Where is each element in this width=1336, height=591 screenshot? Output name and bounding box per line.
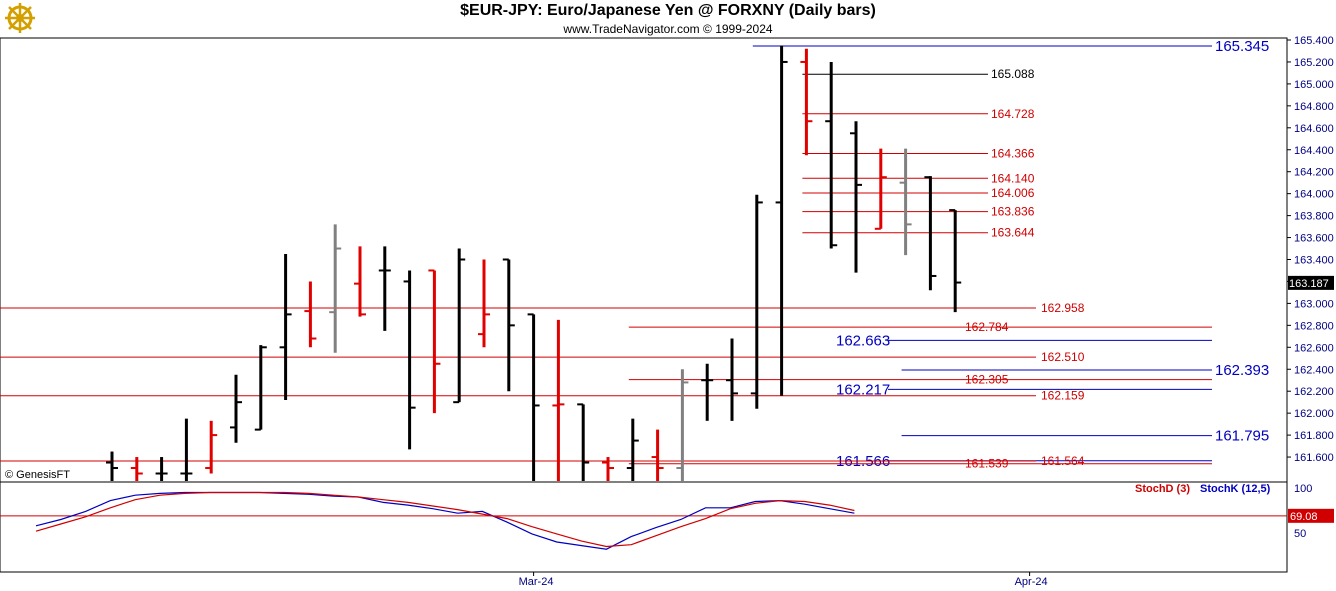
level-label-164.366: 164.366 (991, 146, 1035, 160)
ohlc-bar (403, 270, 416, 450)
ohlc-bar (949, 209, 962, 313)
price-tick-label: 162.000 (1294, 408, 1334, 420)
ohlc-bar (825, 61, 838, 249)
level-label-162.958: 162.958 (1041, 301, 1085, 315)
price-tick-label: 164.400 (1294, 145, 1334, 157)
price-tick-label: 164.000 (1294, 189, 1334, 201)
ohlc-bar (230, 374, 242, 443)
level-label-162.510: 162.510 (1041, 350, 1085, 364)
level-label-165.088: 165.088 (991, 67, 1035, 81)
ohlc-bar (354, 246, 366, 317)
price-tick-label: 163.000 (1294, 298, 1334, 310)
price-tick-label: 163.400 (1294, 255, 1334, 267)
ohlc-bar (329, 224, 342, 353)
ohlc-bar (254, 345, 267, 431)
ohlc-bar (180, 418, 193, 481)
price-plot-area (0, 37, 1288, 483)
level-label-164.006: 164.006 (991, 186, 1035, 200)
ohlc-bar (304, 281, 317, 348)
series-line-stochk (35, 491, 855, 550)
last-price-box (1288, 275, 1334, 290)
osc-last-box (1288, 508, 1334, 523)
time-tick-label: Mar-24 (519, 576, 554, 588)
level-label-165.345: 165.345 (1215, 38, 1269, 55)
price-tick-label: 165.200 (1294, 57, 1334, 69)
ohlc-bar (552, 319, 565, 481)
ohlc-bar (106, 451, 118, 481)
ohlc-bar (155, 457, 168, 481)
ohlc-bar (924, 176, 937, 291)
price-tick-label: 162.600 (1294, 342, 1334, 354)
ohlc-bar (899, 148, 912, 256)
level-label-164.140: 164.140 (991, 171, 1035, 185)
ohlc-bar (502, 258, 515, 392)
ohlc-bar (750, 194, 763, 409)
level-label-161.795: 161.795 (1215, 428, 1269, 445)
chart-title: $EUR-JPY: Euro/Japanese Yen @ FORXNY (Da… (460, 2, 876, 19)
level-label-162.159: 162.159 (1041, 389, 1085, 403)
level-label-163.836: 163.836 (991, 205, 1035, 219)
ohlc-bar (602, 457, 614, 481)
ohlc-bar (577, 403, 590, 481)
ohlc-bar (874, 148, 887, 230)
level-label-162.217: 162.217 (836, 381, 890, 398)
level-label-162.393: 162.393 (1215, 362, 1269, 379)
price-tick-label: 164.600 (1294, 123, 1334, 135)
ohlc-bar (626, 418, 639, 481)
price-tick-label: 161.600 (1294, 452, 1334, 464)
ohlc-bar (205, 420, 218, 474)
level-label-161.564: 161.564 (1041, 454, 1085, 468)
level-label-162.663: 162.663 (836, 332, 890, 349)
ohlc-bar (701, 363, 714, 421)
watermark: © GenesisFT (5, 469, 70, 481)
ohlc-bar (428, 269, 441, 414)
chart-subtitle: www.TradeNavigator.com © 1999-2024 (563, 22, 773, 36)
price-axis: 165.400 165.200 165.000 164.800 164.600 164.4… (1287, 35, 1336, 572)
price-tick-label: 162.400 (1294, 364, 1334, 376)
price-tick-label: 163.600 (1294, 233, 1334, 245)
osc-tick-label: 50 (1294, 528, 1306, 540)
level-label-164.728: 164.728 (991, 107, 1035, 121)
price-tick-label: 165.000 (1294, 79, 1334, 91)
ohlc-bar (726, 338, 738, 421)
price-tick-label: 163.800 (1294, 211, 1334, 223)
ohlc-bar (527, 313, 540, 481)
time-tick-label: Apr-24 (1015, 576, 1048, 588)
ohlc-bar (850, 121, 862, 273)
price-tick-label: 162.200 (1294, 386, 1334, 398)
ohlc-bar (453, 248, 466, 404)
price-tick-label: 164.800 (1294, 101, 1334, 113)
time-axis: Mar-24 Apr-24 (519, 572, 1048, 588)
ohlc-bar (676, 369, 689, 481)
last-price-label: 163.187 (1289, 278, 1329, 290)
level-label-162.784: 162.784 (965, 320, 1009, 334)
legend-stochk: StochK (12,5) (1200, 483, 1271, 495)
level-label-163.644: 163.644 (991, 226, 1035, 240)
ohlc-bar (651, 429, 664, 481)
ohlc-bar (775, 45, 788, 396)
series-line-stochd (35, 491, 855, 548)
osc-tick-label: 100 (1294, 483, 1312, 495)
level-label-161.539: 161.539 (965, 457, 1009, 471)
ohlc-bars (106, 45, 962, 481)
price-tick-label: 165.400 (1294, 35, 1334, 47)
ship-wheel-logo-icon (5, 3, 35, 33)
ohlc-bar (378, 246, 391, 331)
ohlc-bar (478, 259, 490, 348)
ohlc-bar (130, 457, 143, 481)
level-label-162.305: 162.305 (965, 373, 1009, 387)
ohlc-bar (279, 254, 292, 400)
support-resistance-levels: 165.345 165.088 164.728 164.366 164.140164.0… (0, 38, 1269, 471)
stochastic-panel: 100 50 69.08 StochD (3) StochK (12,5) (0, 483, 1334, 550)
osc-last-label: 69.08 (1290, 511, 1318, 523)
legend-stochd: StochD (3) (1135, 483, 1190, 495)
price-tick-label: 162.800 (1294, 320, 1334, 332)
ohlc-bar (800, 48, 813, 156)
price-tick-label: 161.800 (1294, 430, 1334, 442)
chart-header: $EUR-JPY: Euro/Japanese Yen @ FORXNY (Da… (0, 0, 1336, 38)
oscillator-plot-area (0, 481, 1288, 573)
price-axis-bg (1288, 38, 1336, 572)
price-tick-label: 164.200 (1294, 167, 1334, 179)
